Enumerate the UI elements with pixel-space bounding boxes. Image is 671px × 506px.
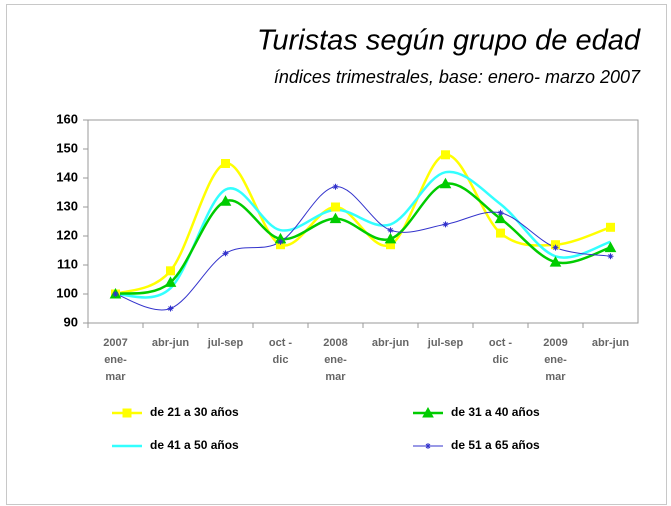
data-point (219, 195, 232, 206)
frame (6, 4, 667, 505)
data-point (164, 276, 177, 287)
data-point (497, 209, 504, 216)
x-tick-label: 2009 (543, 337, 567, 349)
data-point (166, 266, 175, 276)
data-point (439, 177, 452, 189)
x-tick-label: abr-jun (592, 337, 630, 349)
data-point (384, 232, 397, 244)
x-tick-label: ene- (544, 354, 567, 366)
data-point (607, 253, 614, 260)
x-tick-label: 2008 (323, 337, 347, 349)
data-point (441, 150, 450, 160)
data-point (221, 159, 230, 168)
data-point (222, 250, 229, 257)
x-tick-label: jul-sep (207, 337, 244, 349)
data-point (167, 305, 174, 312)
y-tick-label: 130 (56, 198, 78, 213)
series-line (115, 186, 611, 311)
legend-label: de 41 a 50 años (150, 438, 239, 452)
legend-label: de 21 a 30 años (150, 405, 239, 419)
data-point (494, 212, 507, 224)
data-point (329, 212, 342, 224)
y-tick-label: 100 (56, 285, 78, 300)
legend-label: de 51 a 65 años (451, 438, 540, 452)
legend-marker (425, 443, 431, 449)
x-tick-label: abr-jun (372, 337, 410, 349)
y-tick-label: 140 (56, 169, 78, 184)
y-tick-label: 160 (56, 111, 78, 126)
data-point (112, 291, 119, 297)
y-tick-label: 110 (57, 256, 78, 271)
legend-label: de 31 a 40 años (451, 405, 540, 419)
data-point (606, 222, 615, 232)
legend-marker (122, 408, 132, 418)
y-tick-label: 120 (56, 227, 78, 242)
series-line (115, 153, 611, 296)
x-tick-label: mar (325, 371, 346, 383)
x-tick-label: dic (273, 354, 289, 366)
x-tick-label: dic (493, 354, 509, 366)
data-point (442, 221, 449, 228)
data-point (496, 228, 505, 238)
chart-title: Turistas según grupo de edad (257, 25, 641, 57)
series-line (115, 182, 611, 296)
data-point (387, 227, 394, 234)
data-point (277, 238, 284, 245)
x-tick-label: ene- (104, 354, 127, 366)
x-tick-label: oct - (489, 337, 513, 349)
y-tick-label: 90 (64, 314, 78, 329)
data-point (604, 241, 617, 253)
chart-subtitle: índices trimestrales, base: enero- marzo… (274, 67, 641, 87)
x-tick-label: jul-sep (427, 337, 464, 349)
data-point (549, 256, 562, 267)
x-tick-label: 2007 (103, 337, 127, 349)
legend-marker (422, 406, 434, 418)
x-tick-label: ene- (324, 354, 347, 366)
x-tick-label: mar (545, 371, 566, 383)
x-tick-label: abr-jun (152, 337, 190, 349)
x-tick-label: oct - (269, 337, 293, 349)
x-tick-label: mar (105, 371, 126, 383)
y-tick-label: 150 (56, 140, 78, 155)
data-point (552, 244, 559, 251)
data-point (331, 202, 340, 212)
data-point (332, 183, 339, 190)
